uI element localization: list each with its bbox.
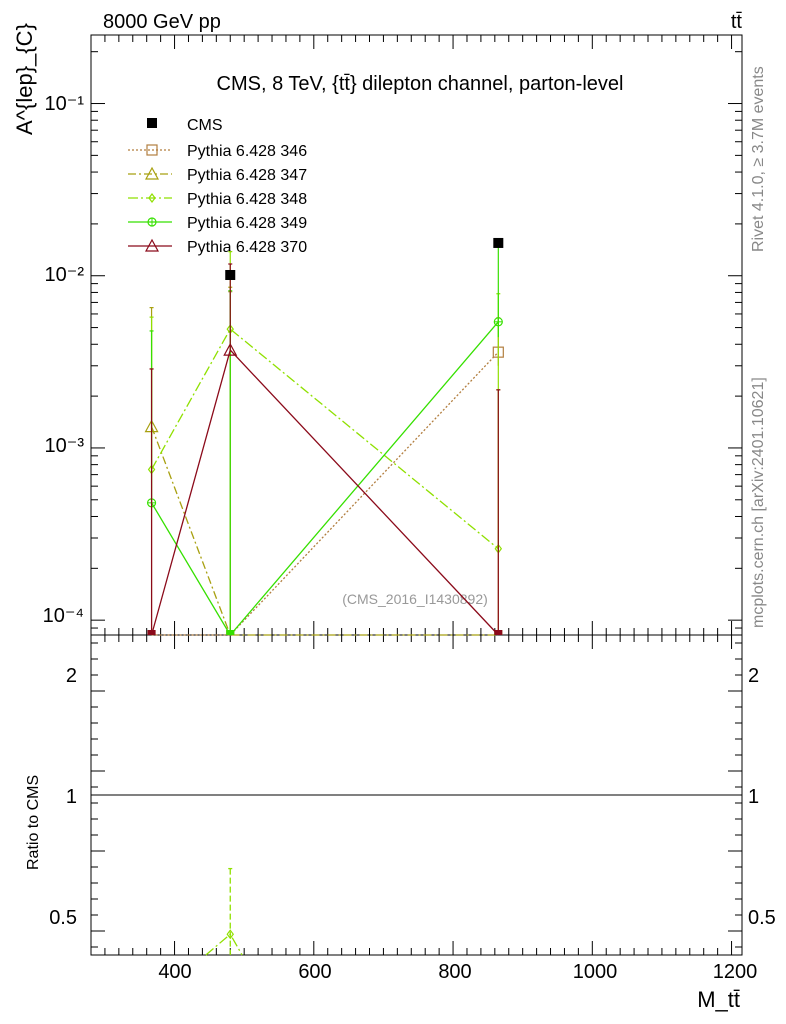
legend-marker-2: [144, 166, 160, 180]
series-layer: [144, 243, 504, 637]
series-point: [493, 317, 503, 327]
y-tick-label-1e-2: 10⁻²: [45, 264, 85, 286]
legend-label-1: Pythia 6.428 346: [187, 143, 307, 160]
y-tick-label-1e-3: 10⁻³: [45, 435, 85, 457]
ratio-tick-label-0-5: 0.5: [49, 907, 77, 929]
rivet-version-label: Rivet 4.1.0, ≥ 3.7M events: [750, 66, 767, 252]
ratio-line-1: [205, 933, 243, 956]
legend-marker-cms: [147, 118, 157, 128]
legend-marker-1: [146, 144, 158, 156]
x-tick-label-600: 600: [298, 961, 331, 983]
cms-data-point: [225, 269, 236, 280]
series-4: [146, 243, 503, 637]
ratio-tick-label-2-right: 2: [748, 665, 759, 687]
reference-points-layer: [225, 237, 504, 280]
y-axis-title-main: A^{lep}_{C}: [12, 23, 37, 135]
analysis-watermark: (CMS_2016_I1430892): [342, 591, 488, 607]
y-tick-label-1e-1: 10⁻¹: [45, 93, 85, 115]
ratio-axis-ticks: [91, 642, 742, 948]
series-point: [223, 342, 238, 356]
y-axis-title-ratio: Ratio to CMS: [25, 775, 42, 870]
x-tick-label-400: 400: [158, 961, 191, 983]
series-5: [147, 263, 503, 636]
ratio-tick-label-1-right: 1: [748, 786, 759, 808]
series-line-4: [151, 321, 499, 637]
ratio-tick-label-0-5-right: 0.5: [748, 907, 776, 929]
ratio-series-layer: [205, 867, 243, 956]
energy-label: 8000 GeV pp: [103, 11, 221, 33]
ratio-point: [226, 929, 235, 940]
process-label: tt̄: [731, 11, 743, 33]
ratio-tick-label-1: 1: [66, 786, 77, 808]
y-tick-label-1e-4: 10⁻⁴: [43, 605, 84, 627]
legend-label-2: Pythia 6.428 347: [187, 167, 307, 184]
series-point-floor: [494, 630, 503, 635]
legend-label-3: Pythia 6.428 348: [187, 191, 307, 208]
legend-series-entries: Pythia 6.428 346 Pythia 6.428 347 Pythia 6…: [128, 143, 307, 256]
legend-marker-5: [144, 238, 160, 252]
legend-marker-3: [148, 193, 156, 203]
ratio-tick-label-2: 2: [66, 665, 77, 687]
x-tick-label-1000: 1000: [573, 961, 618, 983]
x-axis-title: M_tt̄: [697, 987, 740, 1012]
series-3: [147, 251, 503, 554]
ratio-series-1: [205, 867, 243, 956]
series-point-floor: [147, 630, 156, 635]
legend-label-4: Pythia 6.428 349: [187, 215, 307, 232]
main-axis-ticks: [91, 51, 742, 629]
x-axis-ticks: [104, 35, 733, 955]
chart-title: CMS, 8 TeV, {tt̄} dilepton channel, part…: [217, 73, 624, 95]
mcplots-label: mcplots.cern.ch [arXiv:2401.10621]: [750, 377, 767, 628]
cms-data-point: [493, 237, 504, 248]
legend-label-cms: CMS: [187, 117, 223, 134]
series-line-2: [150, 426, 499, 636]
x-tick-label-800: 800: [438, 961, 471, 983]
series-line-3: [151, 328, 499, 550]
series-point-floor: [226, 630, 235, 635]
x-tick-label-1200: 1200: [713, 961, 758, 983]
legend-label-5: Pythia 6.428 370: [187, 239, 307, 256]
legend-marker-4: [147, 217, 157, 227]
